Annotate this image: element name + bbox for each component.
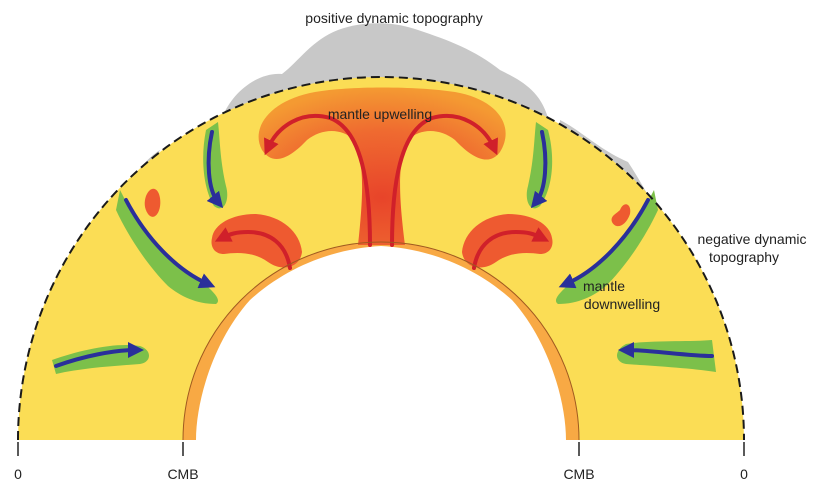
axis-right-surface: 0 bbox=[740, 466, 748, 482]
downwelling-arrow-left-top bbox=[206, 130, 224, 209]
downwelling-arrows bbox=[54, 130, 714, 368]
upwelling-arrow-right-upper bbox=[390, 113, 498, 247]
axis-left-surface: 0 bbox=[14, 466, 22, 482]
downwelling-arrow-right-mid bbox=[558, 198, 650, 289]
negative-topography-label-line2: topography bbox=[709, 249, 779, 265]
downwelling-arrow-left-mid bbox=[124, 198, 216, 289]
small-blob-left bbox=[144, 188, 161, 217]
plume-right-lobe bbox=[462, 214, 553, 268]
plume-left-lobe bbox=[211, 214, 302, 268]
reference-surface-dashed bbox=[17, 76, 745, 441]
upwelling-plume bbox=[144, 87, 631, 268]
mantle-shell bbox=[18, 77, 744, 440]
downwelling-label-line2: downwelling bbox=[584, 296, 660, 312]
axis-left-cmb: CMB bbox=[167, 466, 198, 482]
cmb-boundary bbox=[182, 241, 580, 441]
downwelling-arrow-right-low bbox=[618, 342, 714, 359]
downwelling-arrow-left-low bbox=[54, 342, 144, 368]
axis-ticks bbox=[17, 442, 745, 456]
small-blob-right bbox=[611, 204, 631, 227]
downwelling-zones bbox=[52, 122, 716, 374]
upwelling-arrows bbox=[214, 113, 550, 270]
upwelling-arrow-right-lower bbox=[472, 227, 550, 270]
negative-topography-label-line1: negative dynamic bbox=[698, 231, 807, 247]
upwelling-arrow-left-lower bbox=[214, 227, 292, 270]
axis-right-cmb: CMB bbox=[563, 466, 594, 482]
positive-topography-label: positive dynamic topography bbox=[305, 10, 482, 26]
upwelling-arrow-left-upper bbox=[264, 113, 372, 247]
upwelling-label: mantle upwelling bbox=[328, 106, 432, 122]
plume-head bbox=[258, 87, 506, 245]
downwelling-label-line1: mantle bbox=[583, 278, 625, 294]
downwelling-arrow-right-top bbox=[530, 130, 548, 209]
